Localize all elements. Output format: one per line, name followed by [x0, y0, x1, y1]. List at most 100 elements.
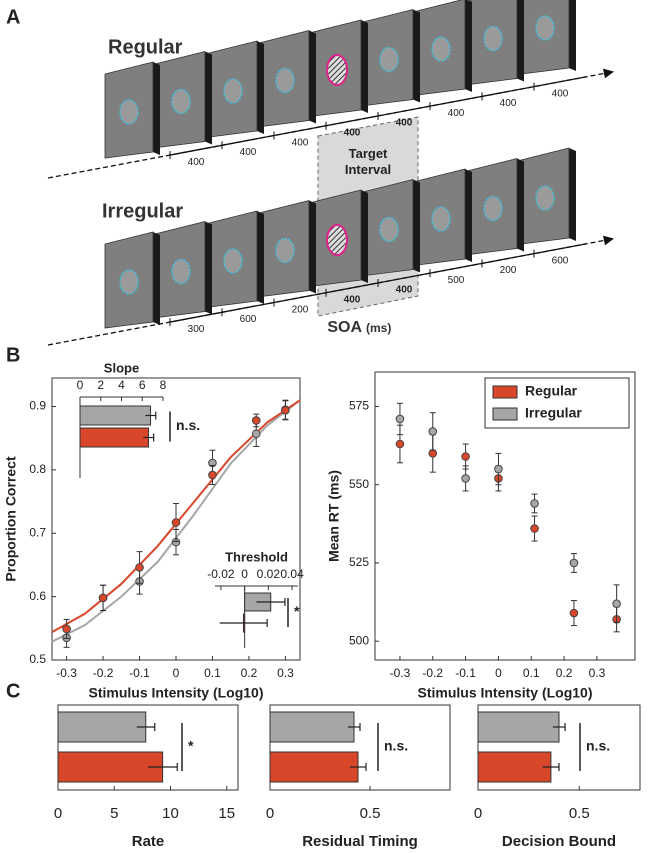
x-tick-label: 0.2 [556, 666, 573, 680]
plot-frame [269, 704, 451, 791]
plot-frame [374, 371, 636, 661]
x-tick-label: 4 [118, 378, 125, 392]
soa-label: 400 [344, 127, 361, 138]
x-axis-label: Stimulus Intensity (Log10) [417, 685, 592, 701]
soa-label: 400 [240, 147, 257, 158]
target-stimulus [326, 54, 348, 86]
x-tick-label: 0 [495, 666, 502, 680]
inset-title: Slope [104, 360, 139, 375]
screen-side [153, 62, 160, 155]
x-tick-label: -0.3 [390, 666, 411, 680]
soa-label: 200 [500, 265, 517, 276]
stimulus [431, 36, 451, 62]
x-tick-label: 0.5 [569, 805, 590, 822]
x-axis-label: Stimulus Intensity (Log10) [88, 685, 263, 701]
screen-side [517, 158, 524, 252]
target-stimulus [326, 224, 348, 256]
target-interval-text: Target Interval [344, 146, 392, 177]
bar [79, 405, 152, 426]
x-tick-label: -0.1 [129, 666, 150, 680]
soa-label: 400 [396, 285, 413, 296]
stimulus [223, 78, 243, 104]
point [530, 524, 539, 533]
panel-label: B [6, 344, 20, 366]
x-axis-label: Rate [132, 833, 165, 850]
soa-label: 600 [552, 255, 569, 266]
bar [269, 751, 359, 783]
plot-frame [57, 704, 239, 791]
y-tick-label: 0.7 [29, 525, 46, 539]
x-tick-label: 6 [139, 378, 146, 392]
screen-side [257, 211, 264, 304]
timeline-arrow [603, 68, 614, 79]
x-tick-label: 15 [218, 805, 235, 822]
x-tick-label: 2 [97, 378, 104, 392]
screen-side [465, 0, 472, 92]
y-tick-label: 0.5 [29, 652, 46, 666]
significance-label: n.s. [384, 738, 408, 754]
legend-swatch [492, 385, 518, 399]
y-tick-label: 550 [349, 477, 369, 491]
soa-unit: (ms) [366, 321, 391, 335]
x-tick-label: 0.3 [277, 666, 294, 680]
stimulus [431, 206, 451, 232]
y-tick-label: 0.8 [29, 462, 46, 476]
x-tick-label: -0.3 [56, 666, 77, 680]
x-tick-label: 0.1 [204, 666, 221, 680]
soa-label: 300 [188, 324, 205, 335]
panel-label: A [6, 6, 20, 28]
row-label: Regular [108, 36, 183, 58]
y-tick-label: 500 [349, 633, 369, 647]
x-tick-label: 0 [266, 805, 274, 822]
y-tick-label: 525 [349, 555, 369, 569]
point [281, 406, 290, 415]
screen-side [309, 30, 316, 124]
point [612, 599, 621, 608]
stimulus [223, 248, 243, 274]
screen-side [205, 221, 212, 315]
stimulus [275, 237, 295, 264]
point [395, 439, 405, 449]
point [62, 624, 71, 634]
soa-title: SOA [327, 319, 362, 336]
bar [57, 751, 164, 783]
stimulus [535, 185, 555, 211]
soa-label: 400 [448, 108, 465, 119]
x-tick-label: 0.5 [360, 805, 381, 822]
bar [79, 427, 149, 448]
y-tick-label: 575 [349, 399, 369, 413]
inset-title: Threshold [225, 549, 288, 564]
soa-label: 400 [500, 98, 517, 109]
significance-label: n.s. [176, 417, 200, 433]
plot-frame [477, 704, 641, 791]
x-tick-label: 0.1 [523, 666, 540, 680]
y-axis-label: Mean RT (ms) [326, 470, 342, 562]
stimulus [171, 88, 191, 115]
screen-side [569, 148, 576, 241]
stimulus [275, 67, 295, 94]
screen-side [413, 9, 420, 103]
row-label: Irregular [102, 200, 183, 222]
point [135, 563, 144, 572]
soa-label: 400 [552, 88, 569, 99]
x-tick-label: 5 [110, 805, 118, 822]
screen-side [465, 169, 472, 262]
legend-label: Irregular [525, 405, 582, 421]
soa-label: 400 [188, 157, 205, 168]
stimulus [171, 258, 191, 285]
x-tick-label: 0 [77, 378, 84, 392]
soa-label: 500 [448, 275, 465, 286]
screen-side [361, 190, 368, 283]
soa-label: 400 [396, 118, 413, 129]
x-tick-label: -0.1 [455, 666, 476, 680]
soa-label: 400 [292, 137, 309, 148]
stimulus [379, 216, 399, 243]
screen-side [153, 232, 160, 325]
target-interval-label: Target Interval [344, 146, 392, 177]
bar [477, 711, 560, 743]
screen-side [361, 20, 368, 113]
significance-label: n.s. [586, 738, 610, 754]
legend-swatch [492, 407, 518, 421]
screen-side [205, 51, 212, 145]
